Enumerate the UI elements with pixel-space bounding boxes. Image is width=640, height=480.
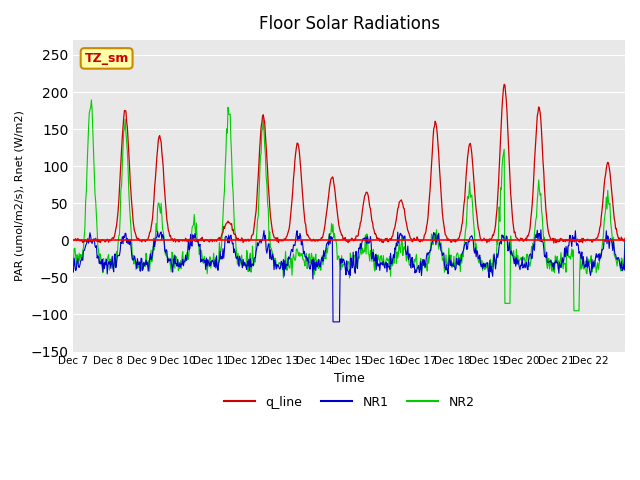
NR2	[285, 262, 292, 268]
Line: q_line: q_line	[74, 84, 625, 243]
NR1	[537, 227, 545, 233]
X-axis label: Time: Time	[334, 372, 365, 385]
NR2	[70, 263, 77, 268]
NR1	[407, 264, 415, 270]
q_line	[134, 237, 142, 242]
NR2	[570, 308, 578, 313]
NR1	[621, 238, 629, 244]
NR1	[263, 251, 271, 256]
NR1	[70, 269, 77, 275]
NR2	[236, 260, 244, 265]
Line: NR1: NR1	[74, 230, 625, 322]
Legend: q_line, NR1, NR2: q_line, NR1, NR2	[219, 391, 479, 414]
q_line	[550, 240, 557, 246]
NR1	[134, 262, 142, 267]
Text: TZ_sm: TZ_sm	[84, 52, 129, 65]
NR1	[438, 249, 445, 254]
NR2	[88, 97, 95, 103]
q_line	[70, 237, 77, 243]
NR1	[284, 263, 292, 268]
Y-axis label: PAR (umol/m2/s), Rnet (W/m2): PAR (umol/m2/s), Rnet (W/m2)	[15, 110, 25, 281]
q_line	[406, 234, 414, 240]
NR2	[407, 261, 415, 266]
NR2	[135, 259, 143, 264]
Title: Floor Solar Radiations: Floor Solar Radiations	[259, 15, 440, 33]
Line: NR2: NR2	[74, 100, 625, 311]
q_line	[284, 230, 292, 236]
q_line	[621, 236, 629, 241]
q_line	[437, 189, 445, 194]
q_line	[263, 156, 271, 161]
NR1	[329, 319, 337, 325]
NR2	[621, 236, 629, 242]
NR1	[236, 253, 243, 259]
q_line	[236, 237, 243, 242]
NR2	[438, 244, 445, 250]
NR2	[264, 201, 271, 206]
q_line	[500, 82, 508, 87]
